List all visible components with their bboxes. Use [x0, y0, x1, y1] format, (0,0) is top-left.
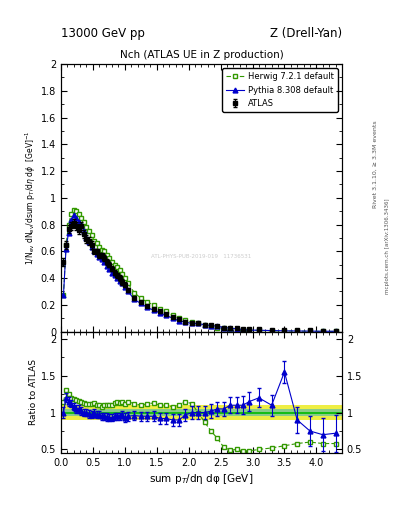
Line: Herwig 7.2.1 default: Herwig 7.2.1 default [61, 207, 338, 334]
Text: mcplots.cern.ch [arXiv:1306.3436]: mcplots.cern.ch [arXiv:1306.3436] [385, 198, 389, 293]
Text: ATL-PHYS-PUB-2019-019   11736531: ATL-PHYS-PUB-2019-019 11736531 [151, 254, 252, 259]
Pythia 8.308 default [183, 319, 188, 325]
Text: Z (Drell-Yan): Z (Drell-Yan) [270, 27, 342, 40]
Herwig 7.2.1 default [72, 207, 76, 213]
Pythia 8.308 default [145, 304, 149, 310]
Pythia 8.308 default [110, 270, 114, 276]
Pythia 8.308 default [74, 215, 79, 221]
Herwig 7.2.1 default [74, 208, 79, 214]
Y-axis label: Ratio to ATLAS: Ratio to ATLAS [29, 359, 38, 425]
Line: Pythia 8.308 default: Pythia 8.308 default [61, 212, 338, 334]
Herwig 7.2.1 default [145, 299, 149, 305]
Title: Nch (ATLAS UE in Z production): Nch (ATLAS UE in Z production) [119, 51, 283, 60]
Pythia 8.308 default [126, 288, 130, 294]
Pythia 8.308 default [333, 328, 338, 334]
Text: Rivet 3.1.10, ≥ 3.3M events: Rivet 3.1.10, ≥ 3.3M events [373, 120, 378, 208]
Pythia 8.308 default [72, 212, 76, 218]
Herwig 7.2.1 default [333, 328, 338, 334]
X-axis label: sum p$_T$/dη dφ [GeV]: sum p$_T$/dη dφ [GeV] [149, 472, 253, 486]
Pythia 8.308 default [61, 292, 66, 298]
Herwig 7.2.1 default [126, 280, 130, 286]
Herwig 7.2.1 default [61, 292, 66, 298]
Legend: Herwig 7.2.1 default, Pythia 8.308 default, ATLAS: Herwig 7.2.1 default, Pythia 8.308 defau… [222, 68, 338, 112]
Herwig 7.2.1 default [110, 259, 114, 265]
Pythia 8.308 default [170, 315, 175, 321]
Herwig 7.2.1 default [183, 317, 188, 323]
Herwig 7.2.1 default [170, 312, 175, 318]
Herwig 7.2.1 default [320, 328, 325, 334]
Y-axis label: 1/N$_{\rm ev}$ dN$_{\rm ev}$/dsum p$_T$/d$\eta$ d$\phi$  [GeV]$^{-1}$: 1/N$_{\rm ev}$ dN$_{\rm ev}$/dsum p$_T$/… [24, 131, 38, 265]
Text: 13000 GeV pp: 13000 GeV pp [61, 27, 145, 40]
Pythia 8.308 default [320, 328, 325, 334]
